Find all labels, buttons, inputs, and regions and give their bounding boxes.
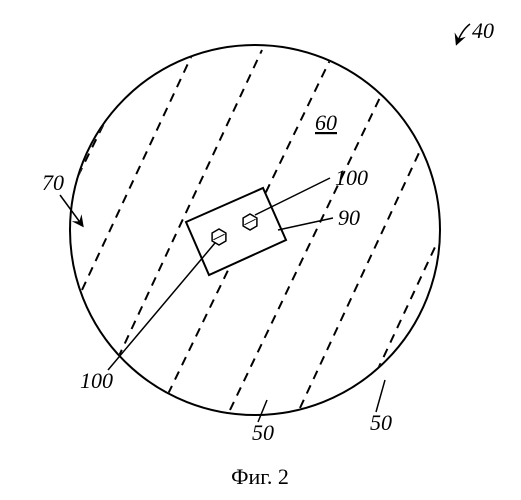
label-50a: 50 [252,420,274,445]
labels: 40 60 70 100 90 100 50 50 Фиг. 2 [42,18,494,489]
figure-svg: 40 60 70 100 90 100 50 50 Фиг. 2 [0,0,521,500]
label-100b: 100 [80,368,113,393]
leader-40 [457,24,470,43]
label-60: 60 [315,110,337,135]
leader-50a [258,400,267,422]
label-40: 40 [472,18,494,43]
leader-50b [376,380,385,412]
label-90: 90 [338,205,360,230]
leader-100b [108,243,215,370]
label-100a: 100 [335,165,368,190]
dashed-line [82,55,192,290]
dashed-line [370,245,436,386]
label-50b: 50 [370,410,392,435]
label-70: 70 [42,170,64,195]
inner-rectangle [186,188,286,275]
figure-caption: Фиг. 2 [231,464,289,489]
center-plate [186,188,286,275]
leader-90 [278,218,333,230]
